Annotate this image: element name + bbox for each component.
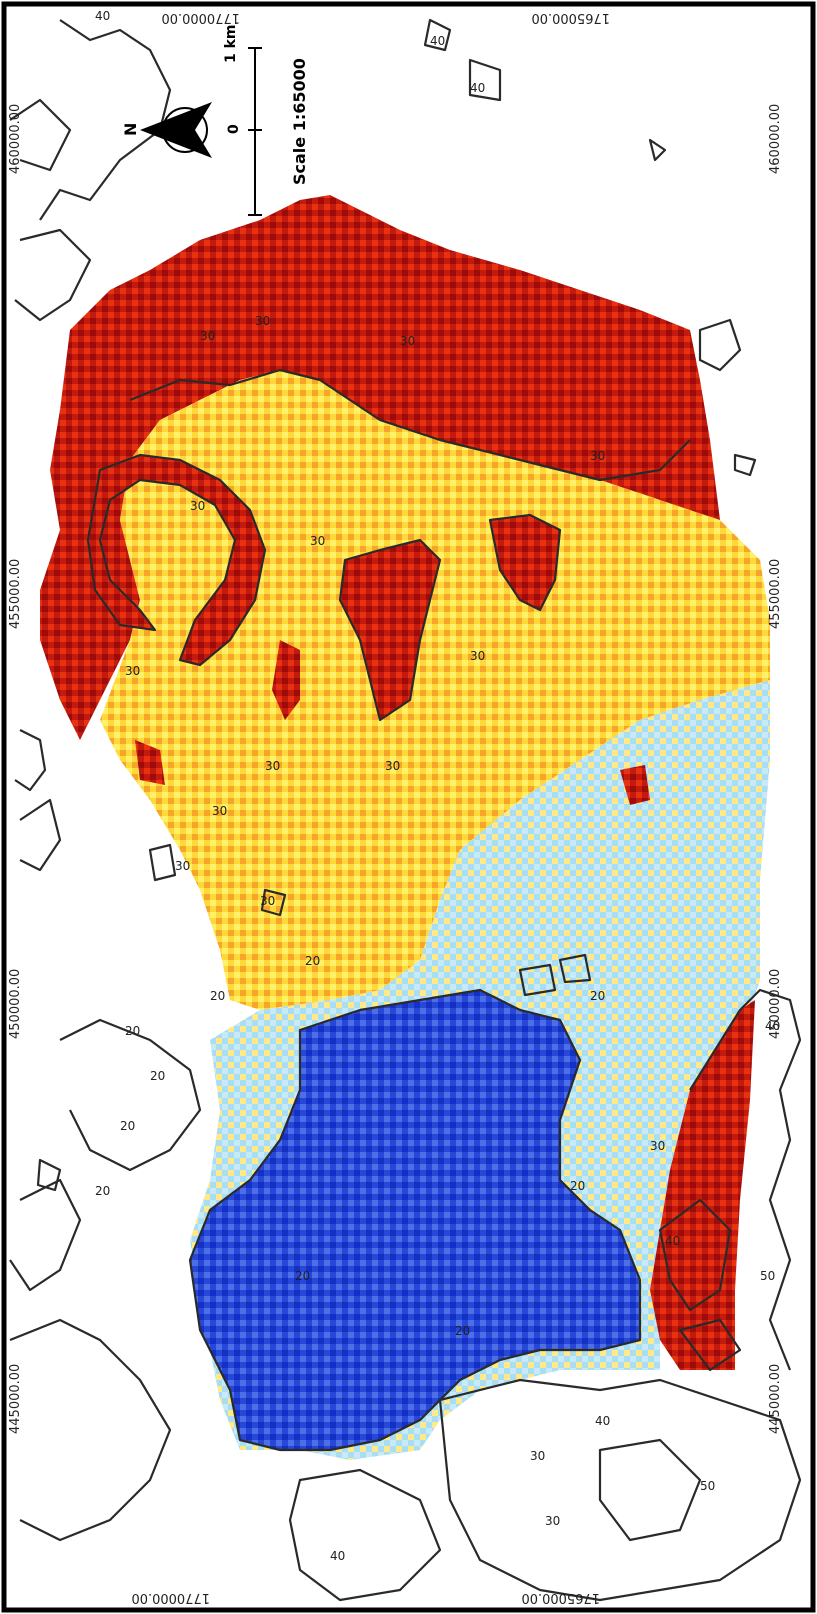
contour-label: 30 (260, 894, 275, 908)
contour-label: 40 (330, 1549, 345, 1563)
contour-line (288, 1468, 442, 1602)
contour-label: 40 (665, 1234, 680, 1248)
top-easting-right-label: 1765000.00 (531, 10, 610, 25)
contour-label: 20 (150, 1069, 165, 1083)
contour-line (129, 368, 691, 482)
north-arrow: N (121, 102, 212, 158)
contour-line (678, 1318, 742, 1372)
contour-label: 20 (305, 954, 320, 968)
northing-450000-label: 450000.00 (8, 969, 23, 1039)
contour-line (14, 729, 47, 792)
raster-red-southeast (650, 1000, 755, 1370)
contour-label: 30 (650, 1139, 665, 1153)
contour-label: 20 (210, 989, 225, 1003)
contour-label: 20 (295, 1269, 310, 1283)
contour-line (39, 19, 172, 221)
contour-line (148, 843, 177, 882)
raster-red-patch (272, 640, 300, 720)
northing-460000-label: 460000.00 (8, 104, 23, 174)
contour-label: 30 (255, 314, 270, 328)
coordinate-labels: 1770000.00 1765000.00 1770000.00 1765000… (8, 10, 783, 1605)
raster-red-zone (40, 195, 720, 740)
contour-label: 20 (570, 1179, 585, 1193)
contour-line (423, 18, 452, 52)
contour-line (689, 988, 802, 1371)
contour-label: 30 (212, 804, 227, 818)
scale-unit-label: 1 km (223, 24, 239, 63)
raster-layer (40, 195, 770, 1460)
northing-455000-right-label: 455000.00 (768, 559, 783, 629)
contour-line (598, 1438, 702, 1542)
contour-layer (9, 18, 802, 1602)
contour-label: 30 (265, 759, 280, 773)
contour-line (188, 988, 642, 1452)
raster-yellow-zone (100, 370, 770, 1010)
contour-line (698, 318, 742, 372)
contour-label: 30 (200, 329, 215, 343)
contour-label: 40 (470, 81, 485, 95)
contour-label: 50 (760, 1269, 775, 1283)
raster-red-patch (340, 540, 440, 720)
contour-line (14, 228, 92, 322)
northing-445000-label: 445000.00 (8, 1364, 23, 1434)
raster-red-patch (490, 515, 560, 610)
northing-445000-right-label: 445000.00 (768, 1364, 783, 1434)
contour-label: 40 (95, 9, 110, 23)
contour-label: 30 (545, 1514, 560, 1528)
northing-455000-label: 455000.00 (8, 559, 23, 629)
contour-line (9, 1178, 82, 1292)
contour-line (260, 888, 287, 917)
contour-label: 30 (310, 534, 325, 548)
contour-line (658, 1198, 732, 1312)
contour-label: 30 (400, 334, 415, 348)
contour-line (86, 453, 267, 667)
contour-label-layer: 40 40 40 30 30 30 30 30 30 30 30 30 30 3… (95, 9, 780, 1563)
contour-line (438, 1378, 802, 1602)
scale-zero-label: 0 (226, 124, 242, 134)
contour-label: 30 (175, 859, 190, 873)
contour-label: 20 (125, 1024, 140, 1038)
northing-450000-right-label: 450000.00 (768, 969, 783, 1039)
contour-line (59, 1018, 202, 1172)
scale-bar: 1 km 0 Scale 1:65000 (223, 24, 309, 216)
contour-line (36, 1158, 62, 1192)
contour-line (338, 538, 442, 722)
contour-label: 20 (590, 989, 605, 1003)
bottom-easting-left-label: 1770000.00 (131, 1590, 210, 1605)
contour-line (558, 953, 592, 984)
contour-label: 20 (455, 1324, 470, 1338)
contour-label: 30 (590, 449, 605, 463)
contour-line (9, 1318, 172, 1542)
north-arrow-icon (140, 102, 212, 158)
contour-label: 20 (95, 1184, 110, 1198)
northing-460000-right-label: 460000.00 (768, 104, 783, 174)
raster-red-arc (88, 455, 265, 665)
raster-red-patch (135, 740, 165, 785)
contour-line (19, 798, 62, 872)
contour-line (9, 98, 72, 172)
contour-label: 30 (530, 1449, 545, 1463)
contour-line (648, 138, 667, 162)
contour-line (488, 513, 562, 612)
contour-label: 30 (190, 499, 205, 513)
contour-label: 30 (125, 664, 140, 678)
contour-label: 40 (595, 1414, 610, 1428)
north-arrow-label: N (121, 123, 140, 136)
bottom-easting-right-label: 1765000.00 (521, 1590, 600, 1605)
contour-label: 30 (385, 759, 400, 773)
contour-label: 30 (470, 649, 485, 663)
contour-label: 50 (700, 1479, 715, 1493)
raster-blue-zone (190, 990, 640, 1450)
scale-text: Scale 1:65000 (290, 58, 309, 185)
contour-label: 20 (120, 1119, 135, 1133)
raster-red-patch (620, 765, 650, 805)
contour-line (468, 58, 502, 102)
contour-label: 40 (430, 34, 445, 48)
contour-line (733, 453, 757, 477)
contour-label: 40 (765, 1019, 780, 1033)
top-easting-label: 1770000.00 (161, 10, 240, 25)
contour-line (518, 963, 557, 997)
